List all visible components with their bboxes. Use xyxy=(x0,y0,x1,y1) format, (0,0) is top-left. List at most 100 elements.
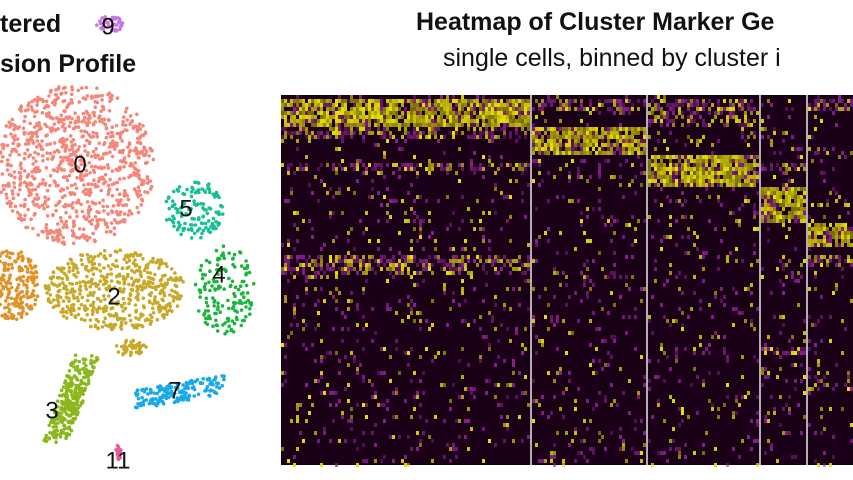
umap-point xyxy=(72,223,77,227)
umap-point xyxy=(69,159,74,164)
umap-point xyxy=(6,181,11,186)
umap-point xyxy=(110,93,114,98)
umap-point xyxy=(70,85,74,89)
umap-point xyxy=(1,183,6,188)
umap-point xyxy=(13,175,17,180)
umap-point xyxy=(145,176,150,181)
umap-point xyxy=(59,92,63,96)
umap-point xyxy=(110,125,115,129)
umap-point xyxy=(30,108,35,112)
umap-point xyxy=(83,163,88,168)
umap-point xyxy=(61,158,65,163)
umap-point xyxy=(19,166,24,171)
umap-point xyxy=(124,160,128,165)
umap-point xyxy=(96,179,101,184)
umap-point xyxy=(96,153,100,158)
umap-point xyxy=(61,99,65,104)
umap-point xyxy=(56,117,61,121)
umap-point xyxy=(84,85,89,90)
umap-point xyxy=(76,169,81,173)
umap-point xyxy=(68,120,73,125)
umap-point xyxy=(54,88,58,92)
umap-point xyxy=(128,209,132,213)
umap-point xyxy=(68,215,72,219)
umap-point xyxy=(18,187,22,192)
umap-point xyxy=(110,131,114,135)
umap-point xyxy=(8,125,12,129)
umap-point xyxy=(63,149,67,153)
umap-point xyxy=(98,217,102,222)
umap-point xyxy=(63,126,67,131)
umap-point xyxy=(33,176,37,181)
umap-point xyxy=(76,148,80,152)
umap-point xyxy=(71,233,75,238)
umap-point xyxy=(59,155,63,159)
umap-point xyxy=(148,179,153,183)
umap-point xyxy=(77,100,82,104)
umap-point xyxy=(91,130,95,135)
umap-point xyxy=(103,222,108,226)
umap-point xyxy=(12,185,17,189)
umap-point xyxy=(11,196,16,200)
umap-point xyxy=(65,186,70,190)
umap-point xyxy=(135,171,139,175)
umap-point xyxy=(70,206,75,210)
umap-point xyxy=(5,158,10,162)
umap-point xyxy=(77,145,81,149)
umap-point xyxy=(26,142,31,146)
umap-point xyxy=(139,203,143,207)
umap-point xyxy=(83,115,87,120)
umap-point xyxy=(70,88,75,92)
umap-point xyxy=(35,99,40,104)
umap-point xyxy=(107,187,112,192)
umap-point xyxy=(18,213,23,217)
umap-point xyxy=(122,165,126,169)
umap-point xyxy=(23,169,27,173)
umap-point xyxy=(110,194,115,198)
umap-point xyxy=(52,168,57,172)
umap-point xyxy=(31,199,35,204)
umap-point xyxy=(108,150,112,154)
umap-point xyxy=(45,188,50,193)
umap-point xyxy=(17,170,22,175)
umap-point xyxy=(39,126,43,131)
umap-point xyxy=(18,177,22,181)
umap-title-line2: sion Profile xyxy=(0,50,137,78)
umap-point xyxy=(90,96,94,100)
umap-point xyxy=(93,155,98,160)
umap-point xyxy=(81,134,85,138)
umap-point xyxy=(56,222,60,226)
umap-point xyxy=(82,144,87,148)
umap-point xyxy=(69,183,74,188)
umap-point xyxy=(135,127,140,132)
umap-point xyxy=(16,192,21,197)
umap-point xyxy=(115,96,120,100)
umap-point xyxy=(65,225,69,230)
umap-point xyxy=(29,130,34,135)
umap-point xyxy=(90,182,94,187)
umap-point xyxy=(45,214,50,218)
umap-point xyxy=(133,161,137,165)
umap-point xyxy=(91,149,96,154)
umap-points xyxy=(0,15,256,462)
umap-point xyxy=(62,222,66,226)
umap-point xyxy=(141,124,145,128)
umap-point xyxy=(76,88,80,93)
umap-point xyxy=(62,204,66,209)
umap-point xyxy=(87,209,91,214)
umap-point xyxy=(84,121,88,125)
umap-point xyxy=(40,181,45,186)
umap-point xyxy=(45,236,50,240)
umap-point xyxy=(97,176,102,181)
umap-point xyxy=(101,152,106,157)
umap-point xyxy=(31,226,35,231)
umap-point xyxy=(147,154,151,158)
umap-point xyxy=(56,120,61,124)
umap-point xyxy=(102,209,106,213)
umap-point xyxy=(88,116,92,120)
umap-point xyxy=(45,229,49,233)
umap-point xyxy=(71,191,75,195)
umap-point xyxy=(95,86,99,90)
umap-point xyxy=(54,208,58,213)
umap-point xyxy=(10,189,15,193)
